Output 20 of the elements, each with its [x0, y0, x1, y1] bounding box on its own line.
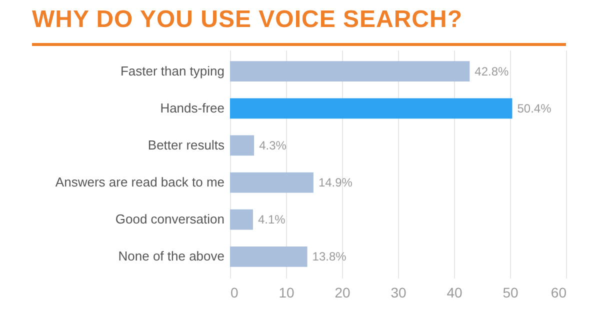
- y-tick-label: Hands-free: [160, 100, 224, 116]
- y-tick-label: Answers are read back to me: [55, 174, 224, 190]
- data-label: 4.3%: [259, 138, 287, 152]
- data-label: 4.1%: [258, 212, 286, 227]
- x-tick-label: 0: [230, 284, 238, 300]
- chart-title: WHY DO YOU USE VOICE SEARCH?: [32, 6, 463, 34]
- data-label: 14.9%: [318, 176, 353, 190]
- y-tick-label: Good conversation: [115, 212, 224, 227]
- x-tick-label: 20: [334, 284, 350, 300]
- y-tick-label: Faster than typing: [120, 63, 224, 78]
- x-tick-label: 40: [446, 284, 462, 300]
- x-tick-label: 50: [502, 284, 518, 300]
- data-label: 50.4%: [517, 101, 552, 116]
- data-label: 13.8%: [312, 250, 347, 264]
- y-tick-label: Better results: [148, 137, 225, 152]
- x-tick-label: 10: [278, 284, 294, 300]
- x-tick-label: 60: [550, 284, 567, 300]
- y-tick-label: None of the above: [118, 248, 224, 264]
- data-label: 42.8%: [474, 64, 510, 78]
- x-tick-label: 30: [390, 284, 406, 300]
